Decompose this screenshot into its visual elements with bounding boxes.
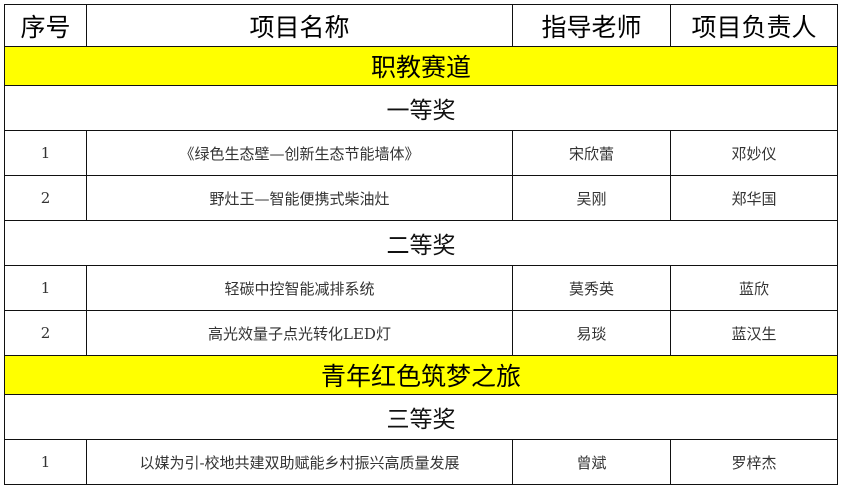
prize-title: 二等奖 [4,220,838,266]
table-row: 1 《绿色生态壁—创新生态节能墙体》 宋欣蕾 邓妙仪 [4,130,838,176]
prize-title: 一等奖 [4,85,838,131]
cell-advisor: 宋欣蕾 [512,130,671,176]
cell-index: 1 [4,130,87,176]
section-row: 职教赛道 [4,46,838,86]
header-row: 序号 项目名称 指导老师 项目负责人 [4,4,838,47]
cell-project-name: 《绿色生态壁—创新生态节能墙体》 [86,130,513,176]
table-row: 1 轻碳中控智能减排系统 莫秀英 蓝欣 [4,265,838,311]
prize-row: 三等奖 [4,394,838,440]
awards-table: 序号 项目名称 指导老师 项目负责人 职教赛道 一等奖 1 《绿色生态壁—创新生态节能墙体》宋… [4,4,838,485]
cell-project-name: 以媒为引-校地共建双助赋能乡村振兴高质量发展 [86,439,513,485]
cell-advisor: 莫秀英 [512,265,671,311]
cell-index: 2 [4,175,87,221]
cell-leader: 郑华国 [670,175,838,221]
cell-project-name: 高光效量子点光转化LED灯 [86,310,513,356]
cell-leader: 蓝欣 [670,265,838,311]
prize-row: 一等奖 [4,85,838,131]
cell-advisor: 易琰 [512,310,671,356]
table-row: 1 以媒为引-校地共建双助赋能乡村振兴高质量发展 曾斌 罗梓杰 [4,439,838,485]
section-title: 青年红色筑梦之旅 [4,355,838,395]
cell-index: 1 [4,265,87,311]
cell-index: 2 [4,310,87,356]
prize-title: 三等奖 [4,394,838,440]
table-row: 2 高光效量子点光转化LED灯 易琰 蓝汉生 [4,310,838,356]
section-title: 职教赛道 [4,46,838,86]
cell-advisor: 曾斌 [512,439,671,485]
cell-leader: 蓝汉生 [670,310,838,356]
header-col-index: 序号 [4,4,87,47]
section-row: 青年红色筑梦之旅 [4,355,838,395]
cell-index: 1 [4,439,87,485]
cell-project-name: 轻碳中控智能减排系统 [86,265,513,311]
header-col-leader: 项目负责人 [670,4,838,47]
table-row: 2 野灶王—智能便携式柴油灶 吴刚 郑华国 [4,175,838,221]
header-col-project-name: 项目名称 [86,4,513,47]
cell-leader: 邓妙仪 [670,130,838,176]
cell-advisor: 吴刚 [512,175,671,221]
cell-leader: 罗梓杰 [670,439,838,485]
cell-project-name: 野灶王—智能便携式柴油灶 [86,175,513,221]
header-col-advisor: 指导老师 [512,4,671,47]
prize-row: 二等奖 [4,220,838,266]
